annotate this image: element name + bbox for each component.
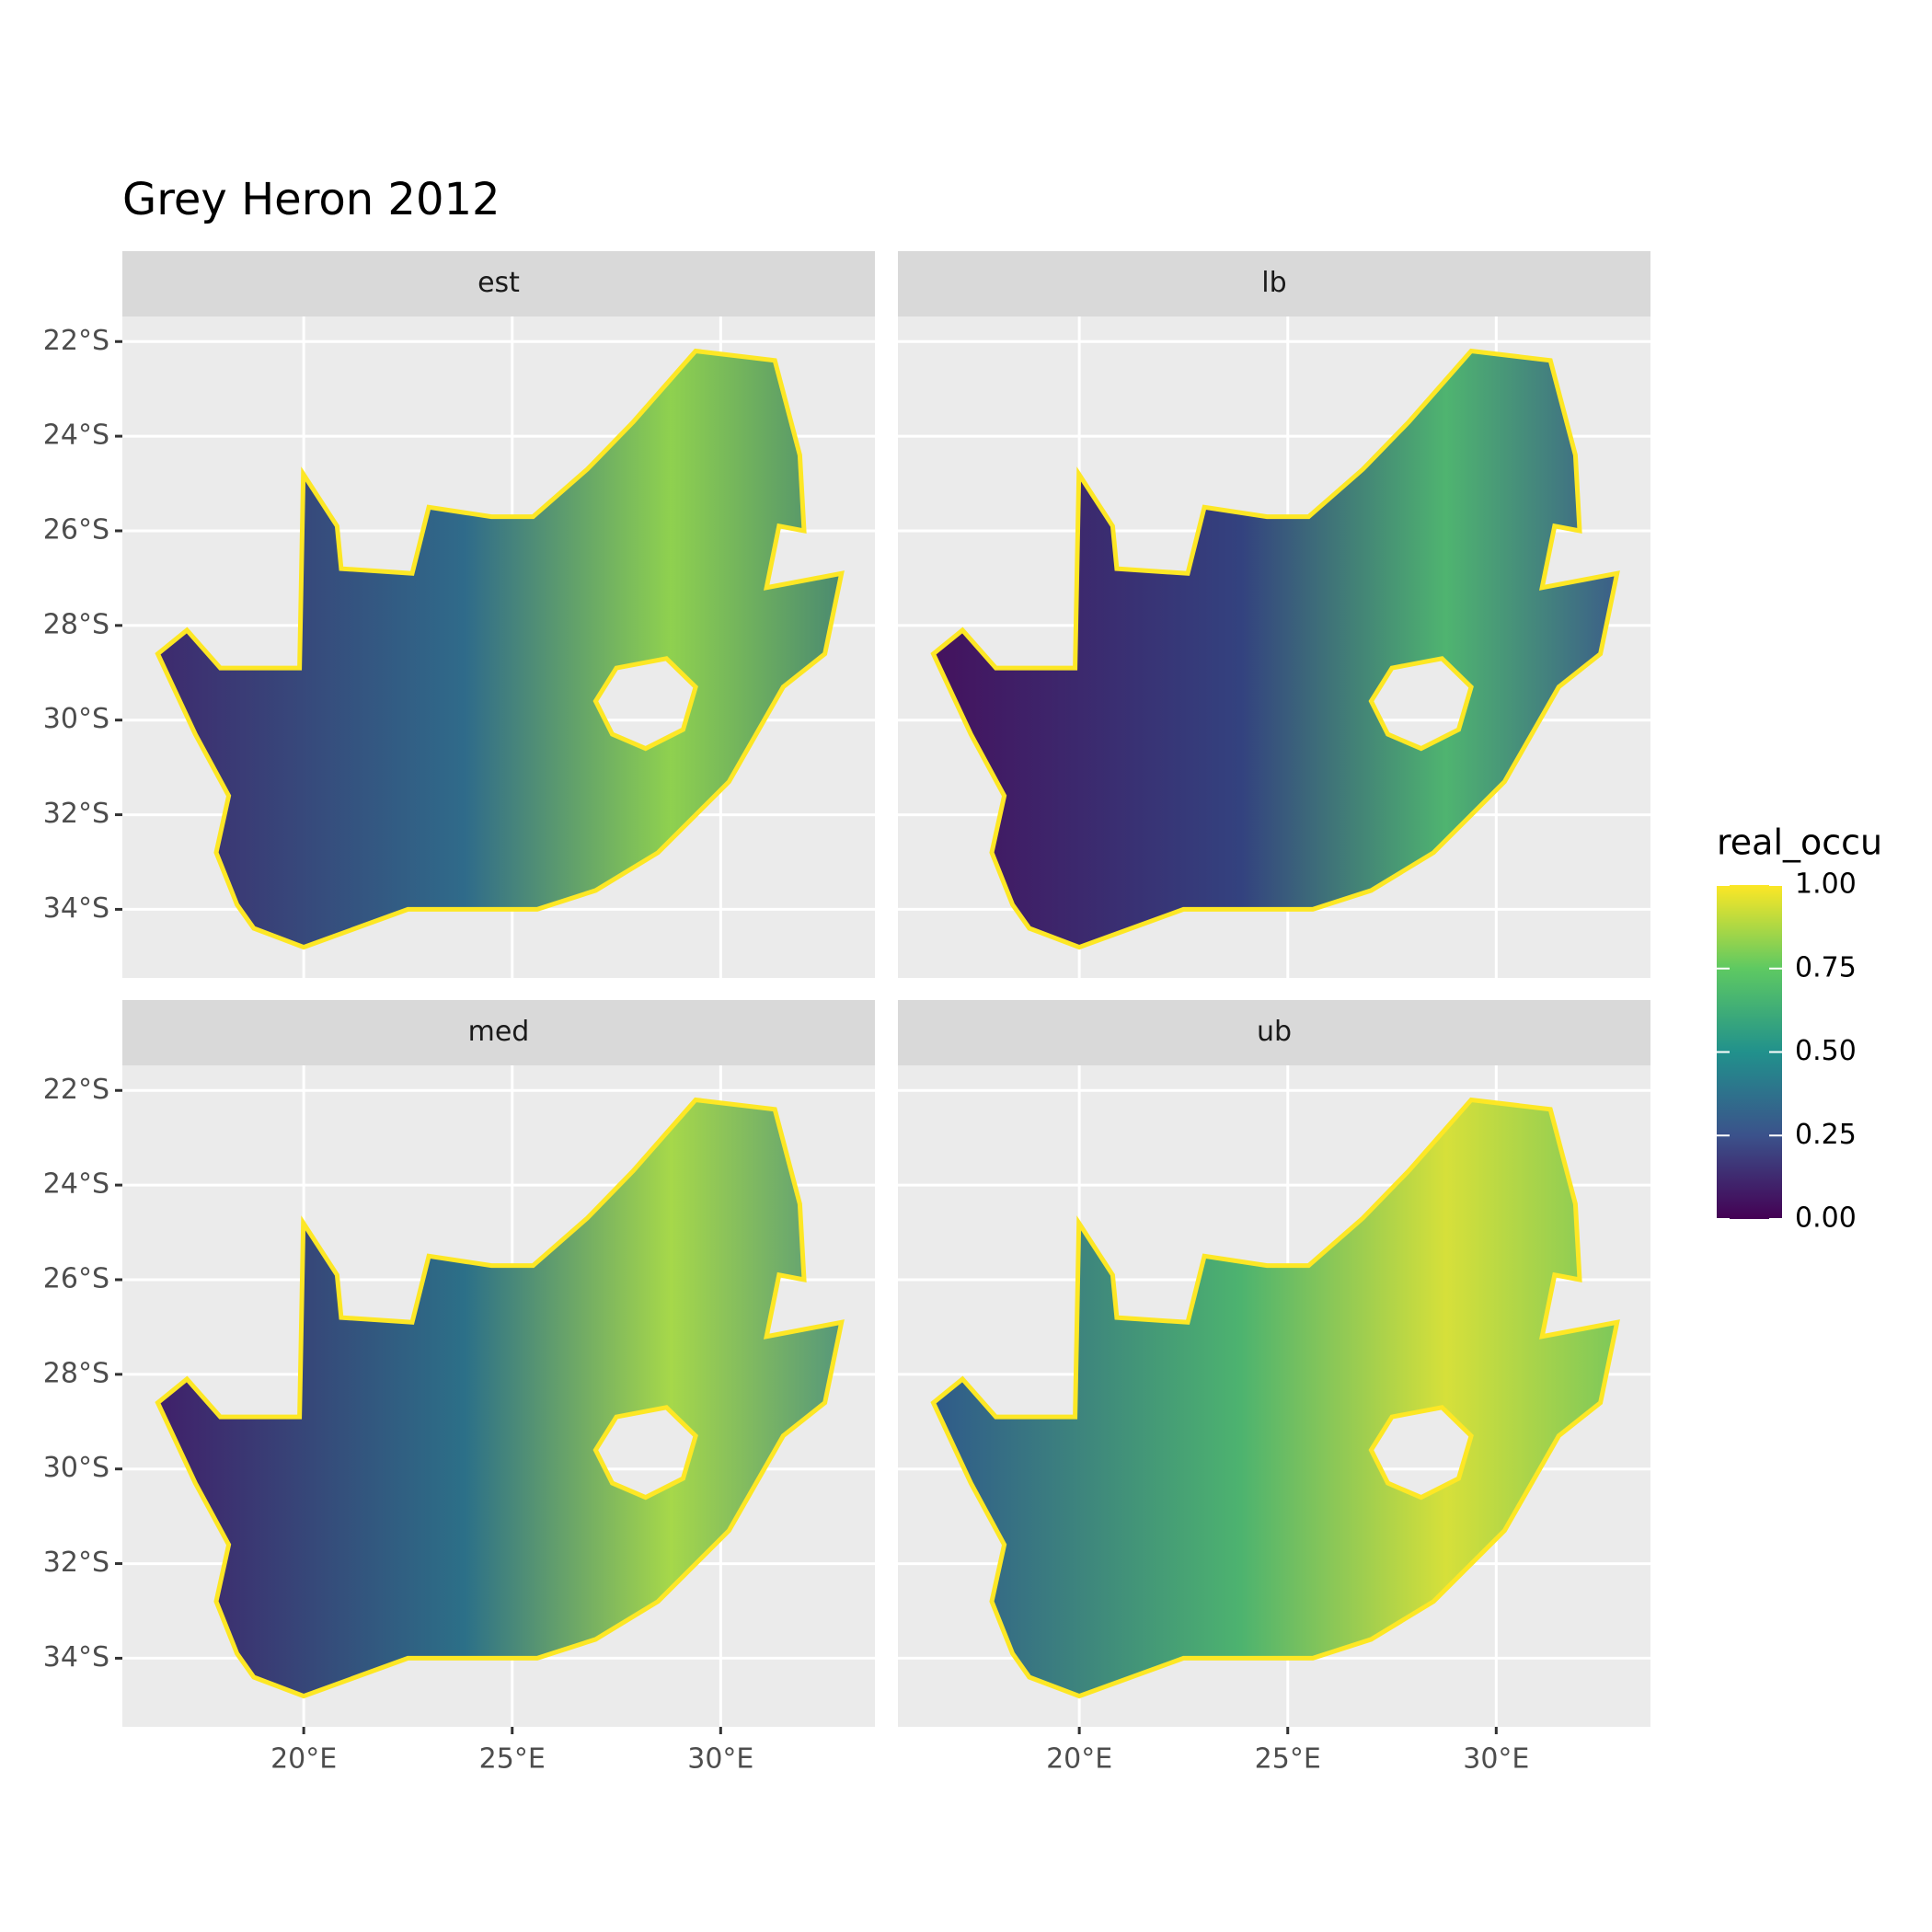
x-tick-label: 25°E bbox=[1255, 1743, 1321, 1776]
y-tick-label: 28°S bbox=[43, 1357, 109, 1389]
occupancy-map bbox=[930, 1097, 1620, 1699]
y-tick-label: 24°S bbox=[43, 1168, 109, 1201]
y-tick-label: 32°S bbox=[43, 798, 109, 830]
y-tick-label: 26°S bbox=[43, 1262, 109, 1294]
y-tick-label: 30°S bbox=[43, 703, 109, 735]
x-tick-label: 20°E bbox=[270, 1743, 337, 1776]
y-tick-label: 34°S bbox=[43, 1641, 109, 1673]
y-tick-label: 24°S bbox=[43, 420, 109, 452]
legend-label: 1.00 bbox=[1795, 868, 1857, 901]
legend-label: 0.75 bbox=[1795, 951, 1857, 983]
occupancy-map bbox=[155, 1097, 845, 1699]
facet-label: lb bbox=[1261, 267, 1286, 299]
occupancy-map bbox=[930, 348, 1620, 950]
legend-title: real_occu bbox=[1717, 822, 1882, 863]
facet-strip bbox=[898, 251, 1650, 316]
legend-label: 0.50 bbox=[1795, 1035, 1857, 1067]
y-tick-label: 30°S bbox=[43, 1452, 109, 1484]
facet-label: med bbox=[468, 1016, 530, 1048]
y-tick-label: 34°S bbox=[43, 892, 109, 925]
y-tick-label: 22°S bbox=[43, 1074, 109, 1106]
facet-strip bbox=[122, 1000, 875, 1065]
legend-label: 0.00 bbox=[1795, 1202, 1857, 1235]
legend-label: 0.25 bbox=[1795, 1119, 1857, 1151]
x-tick-label: 20°E bbox=[1046, 1743, 1112, 1776]
facet-label: ub bbox=[1257, 1016, 1292, 1048]
x-tick-label: 25°E bbox=[479, 1743, 546, 1776]
y-tick-label: 22°S bbox=[43, 325, 109, 357]
x-tick-label: 30°E bbox=[687, 1743, 753, 1776]
x-tick-label: 30°E bbox=[1463, 1743, 1529, 1776]
facet-strip bbox=[122, 251, 875, 316]
facet-label: est bbox=[477, 267, 520, 299]
chart-title: Grey Heron 2012 bbox=[122, 174, 500, 225]
occupancy-map bbox=[155, 348, 845, 950]
y-tick-label: 26°S bbox=[43, 513, 109, 546]
y-tick-label: 32°S bbox=[43, 1547, 109, 1579]
facet-strip bbox=[898, 1000, 1650, 1065]
y-tick-label: 28°S bbox=[43, 608, 109, 640]
